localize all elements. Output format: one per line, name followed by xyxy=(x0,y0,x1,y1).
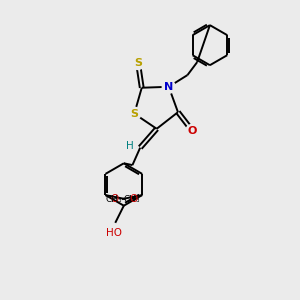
Text: O: O xyxy=(129,194,137,204)
Circle shape xyxy=(128,107,141,120)
Text: HO: HO xyxy=(106,228,122,238)
Circle shape xyxy=(162,80,175,93)
Text: H: H xyxy=(126,141,134,151)
Text: S: S xyxy=(130,109,138,119)
Text: S: S xyxy=(134,58,142,68)
Text: N: N xyxy=(164,82,173,92)
Circle shape xyxy=(186,124,199,137)
Text: CH₃: CH₃ xyxy=(106,195,122,204)
Text: O: O xyxy=(110,194,118,204)
Text: CH₃: CH₃ xyxy=(123,195,140,204)
Circle shape xyxy=(132,56,145,70)
Text: O: O xyxy=(188,126,197,136)
